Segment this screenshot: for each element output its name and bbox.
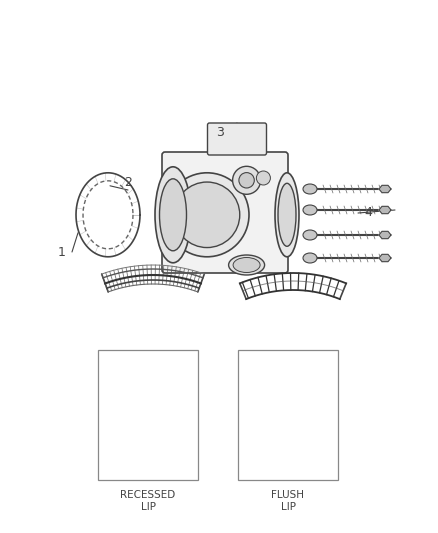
Circle shape <box>233 166 261 195</box>
Ellipse shape <box>303 205 317 215</box>
Text: 1: 1 <box>58 246 66 259</box>
Text: 2: 2 <box>124 175 132 189</box>
Polygon shape <box>379 254 391 262</box>
Text: FLUSH: FLUSH <box>272 490 304 500</box>
Ellipse shape <box>278 183 296 246</box>
Circle shape <box>256 171 270 185</box>
Text: LIP: LIP <box>141 502 155 512</box>
Ellipse shape <box>303 184 317 194</box>
Bar <box>238 350 338 480</box>
Bar <box>98 350 198 480</box>
Ellipse shape <box>229 255 265 275</box>
Ellipse shape <box>159 179 187 251</box>
Text: 4: 4 <box>364 206 372 220</box>
Polygon shape <box>379 231 391 239</box>
Ellipse shape <box>233 257 260 272</box>
Ellipse shape <box>275 173 299 257</box>
Circle shape <box>165 173 249 257</box>
FancyBboxPatch shape <box>162 152 288 273</box>
Polygon shape <box>379 185 391 192</box>
Text: 3: 3 <box>216 125 224 139</box>
Polygon shape <box>379 206 391 214</box>
Text: RECESSED: RECESSED <box>120 490 176 500</box>
Ellipse shape <box>303 253 317 263</box>
Ellipse shape <box>303 230 317 240</box>
Circle shape <box>239 173 254 188</box>
FancyBboxPatch shape <box>208 123 266 155</box>
Circle shape <box>174 182 240 247</box>
Ellipse shape <box>155 167 191 263</box>
Text: LIP: LIP <box>280 502 296 512</box>
